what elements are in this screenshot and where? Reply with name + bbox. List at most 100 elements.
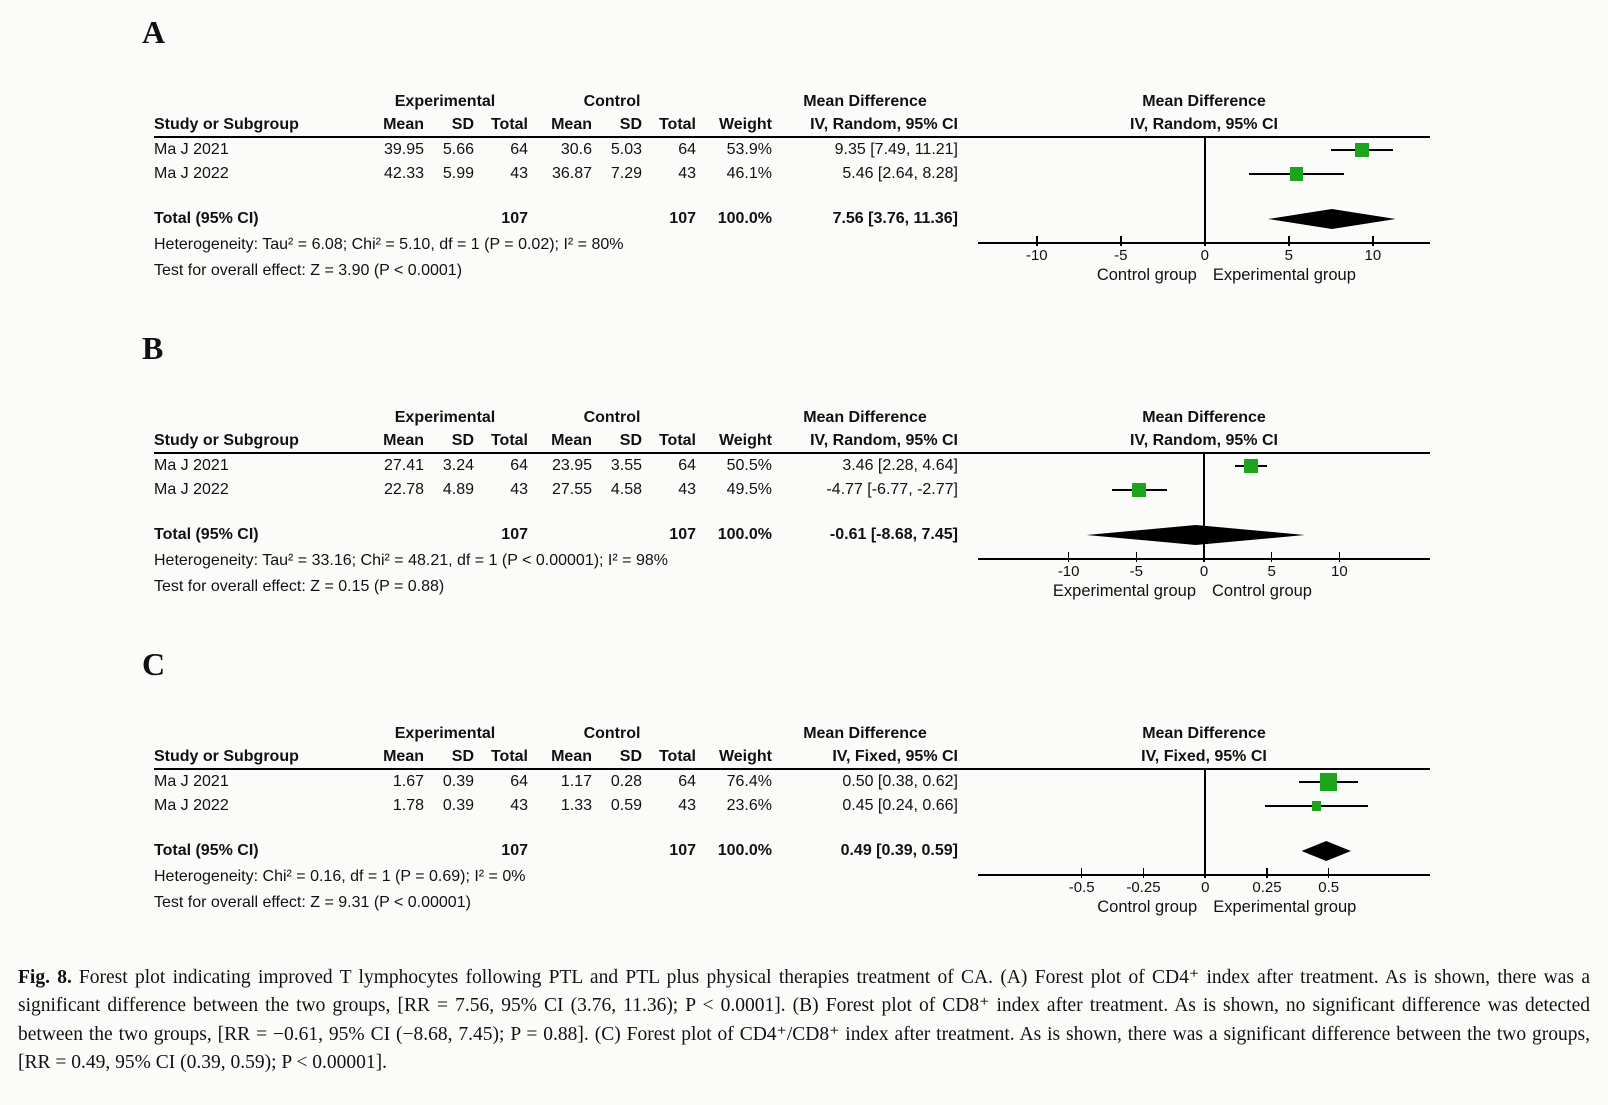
header-rule [154,452,1430,454]
col-group-control: Control [583,725,641,743]
axis-tick-label: -0.5 [1068,879,1095,896]
axis-line [978,874,1430,876]
axis-tick-label: 5 [1267,563,1276,580]
total-exp-n: 107 [501,210,528,228]
effect-square [1289,167,1304,181]
header-exp-mean: Mean [383,748,424,766]
forest-panel-a: A Experimental Control Mean Difference M… [0,16,1608,284]
ctrl-sd-value: 4.58 [610,481,642,499]
exp-mean-value: 42.33 [383,165,424,183]
exp-sd-value: 0.39 [442,773,474,791]
col-group-experimental: Experimental [394,93,496,111]
total-effect: 0.49 [0.39, 0.59] [840,842,958,860]
axis-tick-label: 0.5 [1318,879,1340,896]
weight-value: 50.5% [726,457,772,475]
axis-tick-label: 5 [1284,247,1294,264]
figure-caption: Fig. 8. Forest plot indicating improved T… [18,964,1590,1077]
forest-plot: -10 -5 0 5 10 Experimental group Control group [978,454,1430,600]
axis-tick [1203,552,1205,562]
total-ctrl-n: 107 [669,526,696,544]
caption-label: Fig. 8. [18,967,72,988]
effect-estimate: 0.45 [0.24, 0.66] [842,797,958,815]
panel-label-a: A [142,14,166,50]
forest-table-a: Experimental Control Mean Difference Mea… [154,90,1608,284]
study-name: Ma J 2022 [154,797,229,815]
weight-value: 49.5% [726,481,772,499]
axis-tick-label: -0.25 [1126,879,1161,896]
forest-plot: -0.5 -0.25 0 0.25 0.5 Control group Experiment… [978,770,1430,916]
weight-value: 53.9% [726,141,772,159]
total-weight: 100.0% [717,210,772,228]
effect-estimate: 0.50 [0.38, 0.62] [842,773,958,791]
header-study: Study or Subgroup [154,748,299,766]
study-name: Ma J 2021 [154,457,229,475]
weight-value: 46.1% [726,165,772,183]
ctrl-total-value: 64 [678,141,696,159]
heterogeneity-line: Heterogeneity: Tau² = 33.16; Chi² = 48.2… [154,552,668,570]
axis-tick [1372,236,1374,246]
axis-tick-label: 0 [1200,247,1209,264]
axis-tick-label: 0 [1201,879,1210,896]
plot-title: Mean Difference [1142,93,1266,111]
total-ctrl-n: 107 [669,842,696,860]
plot-title: Mean Difference [1142,725,1266,743]
overall-effect-line: Test for overall effect: Z = 0.15 (P = 0… [154,578,445,596]
exp-mean-value: 39.95 [383,141,424,159]
header-ctrl-mean: Mean [551,432,592,450]
exp-mean-value: 22.78 [383,481,424,499]
header-exp-total: Total [490,432,528,450]
header-ctrl-sd: SD [619,116,642,134]
forest-plot: -10 -5 0 5 10 Control group Experimental group [978,138,1430,284]
zero-line [1204,138,1206,242]
ctrl-sd-value: 5.03 [610,141,642,159]
col-group-control: Control [583,409,641,427]
heterogeneity-line: Heterogeneity: Chi² = 0.16, df = 1 (P = … [154,868,526,886]
plot-subtitle: IV, Random, 95% CI [1130,432,1278,450]
ctrl-sd-value: 0.28 [610,773,642,791]
exp-mean-value: 27.41 [383,457,424,475]
axis-label-left: Control group [1097,898,1198,916]
exp-sd-value: 4.89 [442,481,474,499]
panel-label-b: B [142,330,164,366]
effect-square [1319,773,1338,791]
exp-total-value: 64 [510,141,528,159]
axis-tick [1204,868,1206,878]
axis-tick [1080,868,1083,878]
col-group-mean-difference: Mean Difference [803,409,927,427]
axis-tick-label: 10 [1330,563,1348,580]
total-exp-n: 107 [501,526,528,544]
header-ctrl-mean: Mean [551,116,592,134]
ctrl-total-value: 64 [678,457,696,475]
ctrl-sd-value: 7.29 [610,165,642,183]
axis-tick-label: 0 [1199,563,1209,580]
total-weight: 100.0% [717,842,772,860]
header-exp-mean: Mean [383,116,424,134]
axis-tick [1266,868,1268,878]
ctrl-mean-value: 27.55 [551,481,592,499]
header-exp-sd: SD [451,748,474,766]
effect-square [1243,458,1258,474]
forest-panel-c: C Experimental Control Mean Difference M… [0,648,1608,916]
overall-effect-line: Test for overall effect: Z = 3.90 (P < 0… [154,262,463,280]
header-exp-total: Total [490,748,528,766]
effect-estimate: 9.35 [7.49, 11.21] [834,141,958,159]
exp-sd-value: 3.24 [442,457,474,475]
weight-value: 76.4% [726,773,772,791]
total-effect: 7.56 [3.76, 11.36] [832,210,958,228]
plot-subtitle: IV, Fixed, 95% CI [1141,748,1267,766]
exp-sd-value: 5.99 [442,165,474,183]
header-exp-sd: SD [451,116,474,134]
forest-panel-b: B Experimental Control Mean Difference M… [0,332,1608,600]
header-effect-method: IV, Fixed, 95% CI [832,748,958,766]
weight-value: 23.6% [726,797,772,815]
axis-tick-label: 0.25 [1252,879,1282,896]
axis-tick [1036,236,1038,246]
exp-total-value: 43 [510,481,528,499]
header-effect-method: IV, Random, 95% CI [810,432,958,450]
panel-label-c: C [142,646,166,682]
axis-tick [1067,552,1070,562]
study-name: Ma J 2022 [154,481,229,499]
header-exp-sd: SD [451,432,474,450]
total-diamond [1268,209,1396,229]
